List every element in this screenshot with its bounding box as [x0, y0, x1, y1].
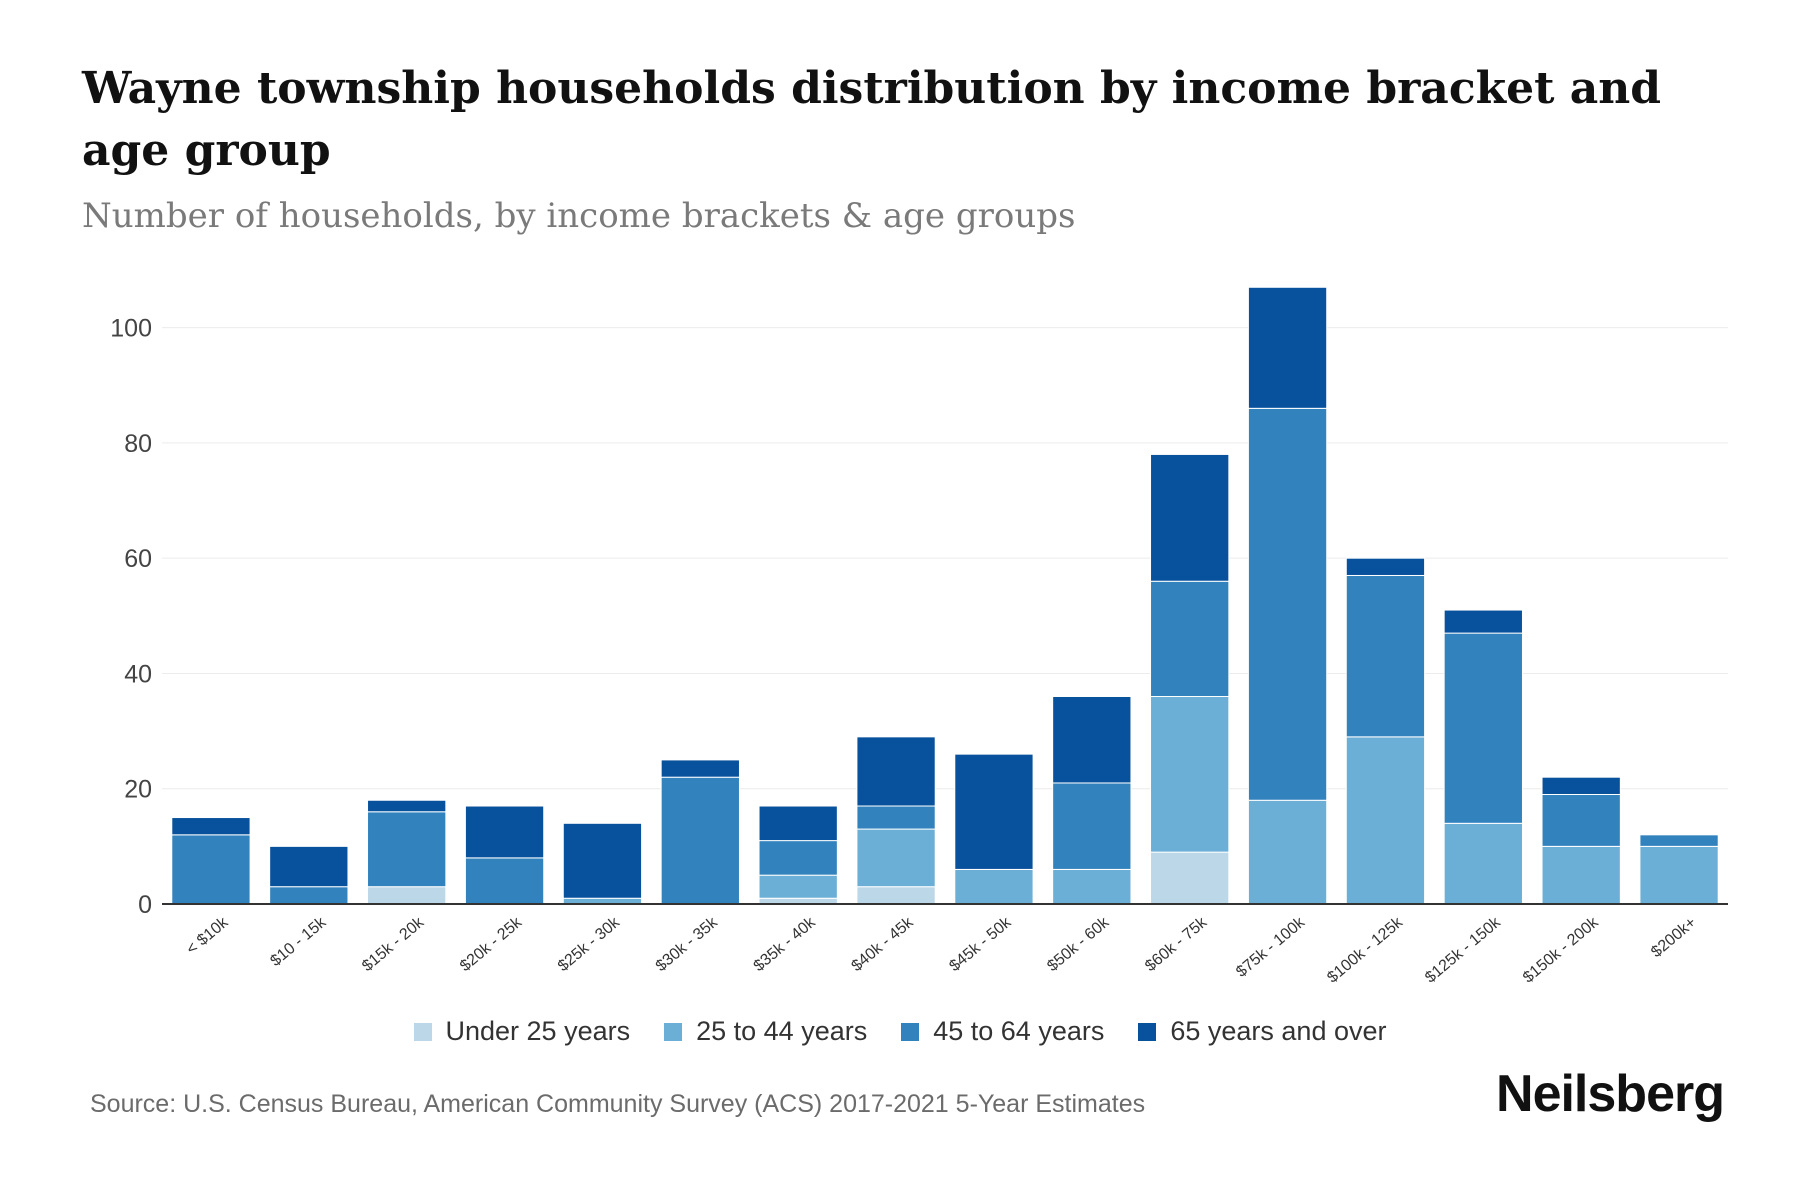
x-tick-label-2: $15k - 20k: [359, 913, 428, 975]
bar-segment-2-0: [367, 886, 447, 905]
bar-segment-13-1: [1443, 822, 1523, 905]
legend-item-45-64: 45 to 64 years: [901, 1016, 1104, 1047]
legend-label-45-64: 45 to 64 years: [933, 1016, 1105, 1046]
bar-segment-10-0: [1150, 851, 1230, 905]
x-tick-label-0: < $10k: [183, 913, 232, 958]
x-tick-label-9: $50k - 60k: [1044, 913, 1113, 975]
x-tick-label-15: $200k+: [1648, 914, 1699, 961]
bar-segment-7-1: [856, 828, 936, 888]
bar-segment-0-2: [171, 834, 251, 905]
bar-segment-7-3: [856, 736, 936, 807]
bar-segment-1-3: [269, 845, 349, 888]
chart-legend: Under 25 years 25 to 44 years 45 to 64 y…: [0, 1016, 1800, 1047]
x-tick-label-3: $20k - 25k: [457, 913, 526, 975]
bar-segment-15-2: [1639, 834, 1719, 847]
y-tick-label-80: 80: [124, 430, 152, 458]
legend-swatch-under-25: [413, 1022, 432, 1041]
bar-segment-5-2: [660, 776, 740, 905]
bar-segment-9-2: [1052, 782, 1132, 870]
bar-segment-8-1: [954, 868, 1034, 905]
bar-segment-10-2: [1150, 580, 1230, 698]
x-tick-label-11: $75k - 100k: [1233, 913, 1309, 980]
y-tick-label-60: 60: [124, 545, 152, 573]
bar-segment-0-3: [171, 817, 251, 836]
legend-swatch-65-plus: [1138, 1022, 1157, 1041]
bar-segment-10-3: [1150, 453, 1230, 582]
bar-segment-14-2: [1541, 793, 1621, 847]
x-tick-label-1: $10 - 15k: [267, 913, 330, 970]
x-tick-label-14: $150k - 200k: [1520, 913, 1603, 986]
bar-segment-1-2: [269, 886, 349, 905]
x-tick-label-4: $25k - 30k: [555, 913, 624, 975]
y-tick-label-0: 0: [138, 891, 152, 919]
bar-segment-7-2: [856, 805, 936, 830]
bar-segment-12-3: [1345, 557, 1426, 576]
y-tick-label-40: 40: [124, 660, 152, 688]
x-tick-label-10: $60k - 75k: [1142, 913, 1211, 975]
bar-segment-3-3: [464, 805, 545, 859]
bar-segment-15-1: [1639, 845, 1719, 905]
bar-segment-5-3: [660, 759, 740, 778]
x-tick-label-13: $125k - 150k: [1422, 913, 1505, 986]
bar-segment-9-3: [1052, 696, 1132, 784]
x-tick-label-6: $35k - 40k: [751, 913, 820, 975]
bar-segment-3-2: [464, 857, 545, 905]
x-tick-label-12: $100k - 125k: [1324, 913, 1407, 986]
bar-segment-9-1: [1052, 868, 1132, 905]
bar-segment-14-1: [1541, 845, 1621, 905]
bar-segment-10-1: [1150, 696, 1230, 853]
legend-swatch-25-44: [664, 1022, 683, 1041]
bar-segment-4-3: [562, 822, 643, 899]
bar-segment-12-2: [1345, 574, 1426, 738]
x-tick-label-8: $45k - 50k: [946, 913, 1015, 975]
legend-item-65-plus: 65 years and over: [1138, 1016, 1387, 1047]
bar-segment-6-1: [758, 874, 838, 899]
source-note: Source: U.S. Census Bureau, American Com…: [90, 1090, 1146, 1118]
x-tick-label-5: $30k - 35k: [653, 913, 722, 975]
legend-label-under-25: Under 25 years: [445, 1016, 631, 1046]
legend-label-65-plus: 65 years and over: [1170, 1016, 1387, 1046]
legend-item-25-44: 25 to 44 years: [664, 1016, 867, 1047]
bar-segment-11-3: [1247, 286, 1328, 409]
bar-segment-6-3: [758, 805, 838, 842]
bar-segment-11-2: [1247, 407, 1328, 801]
bar-segment-2-3: [367, 799, 447, 813]
bar-segment-6-2: [758, 840, 838, 876]
y-tick-label-100: 100: [110, 315, 152, 343]
chart-title: Wayne township households distribution b…: [82, 63, 1661, 176]
legend-label-25-44: 25 to 44 years: [696, 1016, 868, 1046]
bar-segment-11-1: [1247, 799, 1328, 905]
stacked-bar-chart: 0 20 40 60 80 100 < $10k $10 - 15k $15k - 20k $20…: [110, 286, 1728, 987]
brand-logo: Neilsberg: [1496, 1065, 1725, 1123]
bar-segment-14-3: [1541, 776, 1621, 795]
x-tick-label-7: $40k - 45k: [848, 913, 917, 975]
bar-segment-7-0: [856, 886, 936, 905]
bar-segment-13-2: [1443, 632, 1523, 824]
bar-segment-2-2: [367, 811, 447, 888]
y-tick-label-20: 20: [124, 776, 152, 804]
legend-swatch-45-64: [901, 1022, 920, 1041]
bar-segment-13-3: [1443, 609, 1523, 634]
legend-item-under-25: Under 25 years: [413, 1016, 631, 1047]
bar-segment-12-1: [1345, 736, 1426, 905]
bar-segment-8-3: [954, 753, 1034, 870]
chart-subtitle: Number of households, by income brackets…: [82, 196, 1076, 236]
